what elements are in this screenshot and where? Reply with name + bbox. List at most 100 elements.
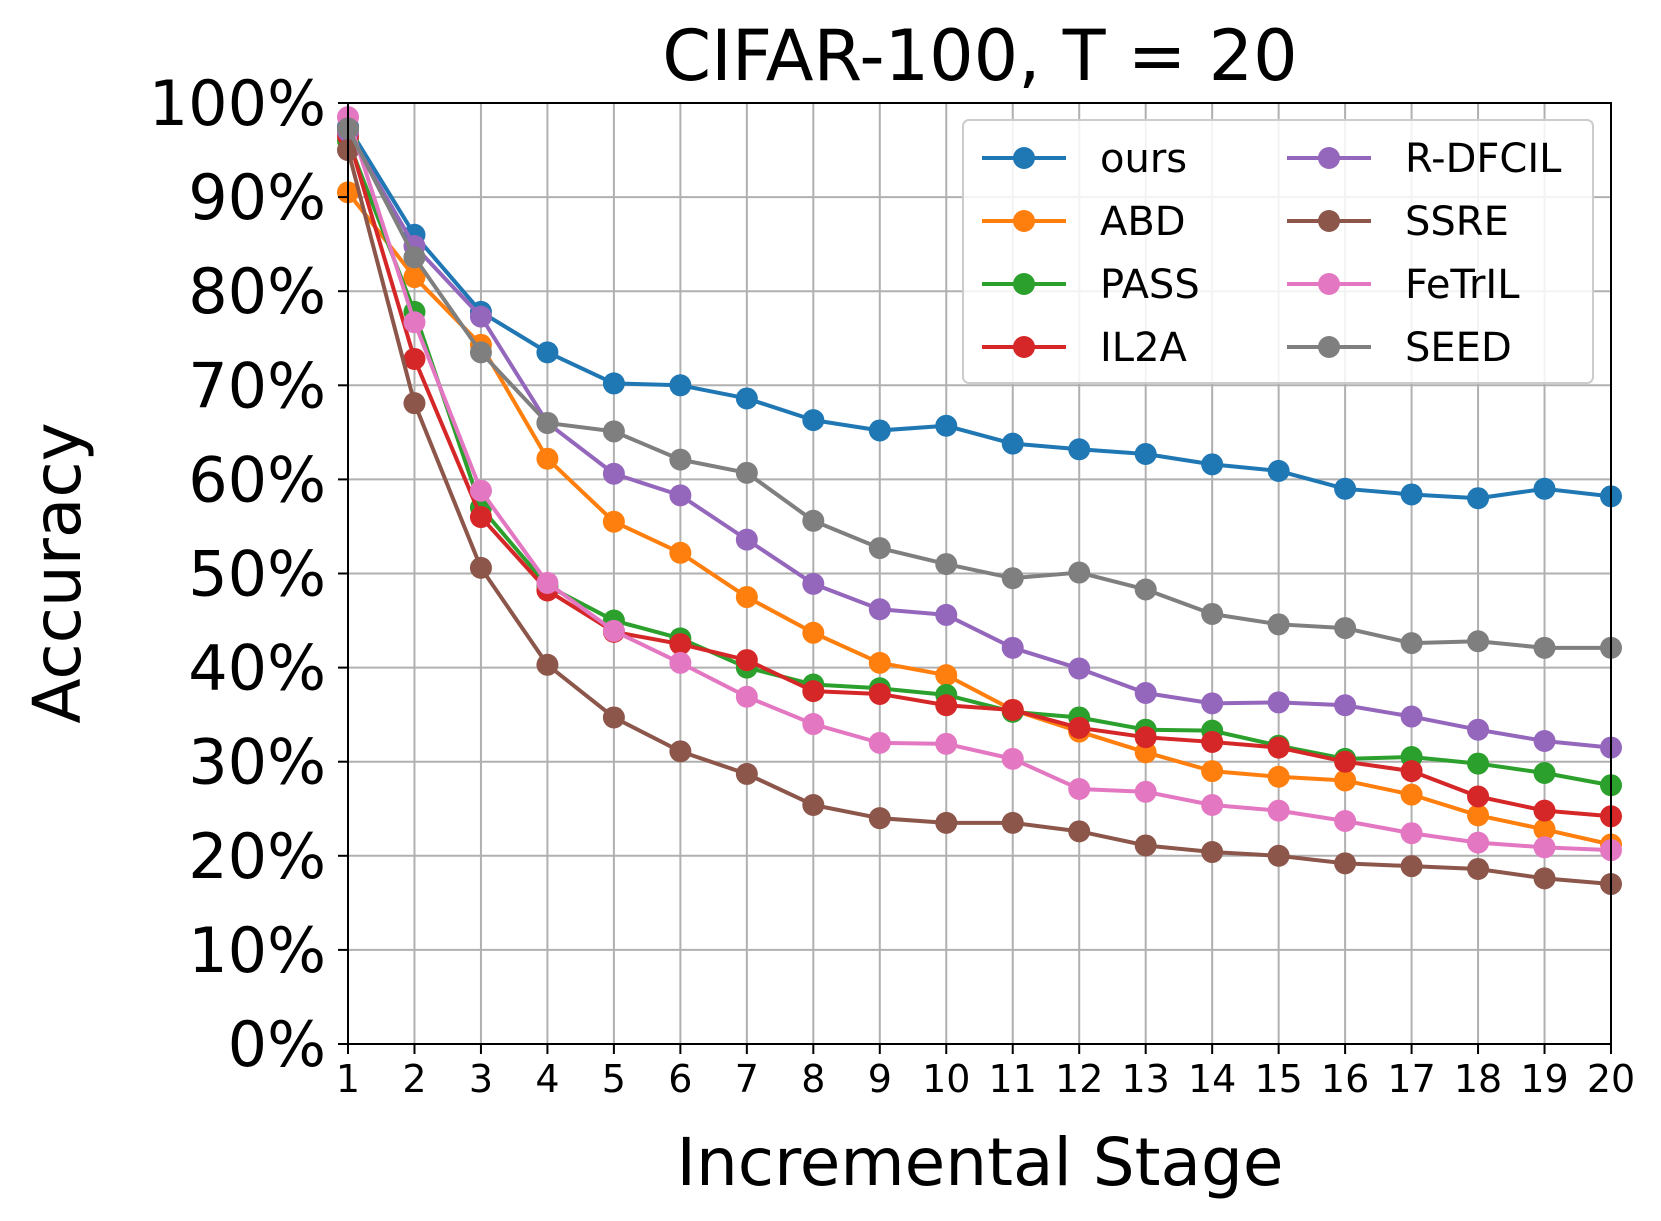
y-tick-label: 80%: [188, 255, 326, 328]
data-point-il2a: [735, 649, 758, 672]
data-point-abd: [735, 586, 758, 609]
x-tick-label: 3: [469, 1057, 493, 1101]
data-point-ssre: [669, 740, 692, 763]
data-point-r-dfcil: [802, 572, 825, 595]
data-point-seed: [802, 509, 825, 532]
data-point-seed: [469, 341, 492, 364]
data-point-il2a: [1267, 736, 1290, 759]
y-tick-label: 90%: [188, 161, 326, 234]
y-axis-ticks: 0% 10% 20% 30% 40% 50% 60% 70% 80% 90% 100%: [149, 67, 348, 1081]
series-line-ours: [346, 125, 1612, 501]
data-point-ssre: [1400, 855, 1423, 878]
data-point-fetril: [1467, 831, 1490, 854]
data-point-seed: [602, 420, 625, 443]
data-point-abd: [1134, 741, 1157, 764]
data-point-abd: [403, 266, 426, 289]
legend-label: SEED: [1405, 325, 1512, 371]
y-tick-label: 20%: [188, 820, 326, 893]
series-line-il2a: [346, 135, 1612, 819]
data-point-ours: [602, 372, 625, 395]
data-point-ours: [1201, 453, 1224, 476]
data-point-ssre: [1467, 857, 1490, 880]
data-point-fetril: [1533, 836, 1556, 859]
legend: ours ABD PASS IL2A R-DFCIL SSRE FeTrIL SEED: [962, 119, 1594, 384]
data-point-ssre: [602, 706, 625, 729]
x-tick-label: 14: [1188, 1057, 1236, 1101]
data-point-pass: [1533, 761, 1556, 784]
data-point-r-dfcil: [1134, 682, 1157, 705]
data-point-abd: [868, 651, 891, 674]
series-line-r-dfcil: [346, 130, 1612, 750]
data-point-fetril: [1201, 793, 1224, 816]
x-tick-label: 10: [922, 1057, 970, 1101]
x-tick-label: 8: [801, 1057, 825, 1101]
data-point-r-dfcil: [1334, 694, 1357, 717]
data-point-r-dfcil: [669, 484, 692, 507]
legend-swatch-marker: [1318, 147, 1340, 169]
data-point-abd: [1201, 760, 1224, 783]
data-point-ours: [536, 341, 559, 364]
data-point-ours: [1134, 442, 1157, 465]
x-axis-label: Incremental Stage: [677, 1124, 1284, 1201]
data-point-seed: [1068, 561, 1091, 584]
data-point-ssre: [1267, 844, 1290, 867]
series-ssre: [337, 139, 1622, 896]
data-point-abd: [1467, 804, 1490, 827]
data-point-ssre: [1201, 841, 1224, 864]
y-tick-label: 60%: [188, 443, 326, 516]
data-point-ssre: [1134, 834, 1157, 857]
data-point-ssre: [735, 762, 758, 785]
x-tick-label: 19: [1520, 1057, 1568, 1101]
data-point-seed: [735, 461, 758, 484]
series-line-fetril: [346, 116, 1612, 853]
legend-swatch-marker: [1318, 336, 1340, 358]
legend-entry-r-dfcil: R-DFCIL: [1287, 136, 1562, 182]
data-point-ssre: [1068, 820, 1091, 843]
data-point-il2a: [403, 347, 426, 370]
data-point-ssre: [802, 793, 825, 816]
legend-swatch-marker: [1318, 273, 1340, 295]
x-tick-label: 16: [1321, 1057, 1369, 1101]
data-point-r-dfcil: [735, 528, 758, 551]
legend-swatch-marker: [1318, 210, 1340, 232]
data-point-abd: [1533, 818, 1556, 841]
data-point-il2a: [935, 694, 958, 717]
series-line-seed: [346, 127, 1611, 650]
data-point-r-dfcil: [868, 598, 891, 621]
data-point-ours: [1533, 477, 1556, 500]
data-point-il2a: [1467, 785, 1490, 808]
data-point-ours: [802, 409, 825, 432]
data-point-fetril: [469, 479, 492, 502]
y-tick-label: 100%: [149, 67, 326, 140]
legend-entry-seed: SEED: [1287, 325, 1512, 371]
data-point-fetril: [669, 651, 692, 674]
data-point-fetril: [1068, 777, 1091, 800]
legend-entry-abd: ABD: [982, 199, 1186, 245]
data-point-seed: [1533, 636, 1556, 659]
y-tick-label: 10%: [188, 914, 326, 987]
legend-swatch-marker: [1013, 210, 1035, 232]
data-point-r-dfcil: [1467, 718, 1490, 741]
x-axis-ticks: 1 2 3 4 5 6 7 8 9 10 11 12 13 14 15 16 17 18 19 20: [336, 1044, 1635, 1101]
data-point-fetril: [1134, 780, 1157, 803]
data-point-ssre: [1533, 867, 1556, 890]
y-tick-label: 30%: [188, 726, 326, 799]
data-point-fetril: [1400, 822, 1423, 845]
data-point-il2a: [802, 680, 825, 703]
x-tick-label: 20: [1587, 1057, 1635, 1101]
data-point-abd: [1400, 783, 1423, 806]
data-point-r-dfcil: [1201, 692, 1224, 715]
data-point-r-dfcil: [469, 305, 492, 328]
x-tick-label: 6: [668, 1057, 692, 1101]
legend-entry-il2a: IL2A: [982, 325, 1188, 371]
data-point-seed: [1467, 630, 1490, 653]
x-tick-label: 18: [1454, 1057, 1502, 1101]
series-line-abd: [346, 191, 1612, 847]
data-point-ssre: [935, 811, 958, 834]
data-point-seed: [1400, 632, 1423, 655]
legend-swatch-marker: [1013, 336, 1035, 358]
data-point-fetril: [802, 713, 825, 736]
legend-label: IL2A: [1100, 325, 1188, 371]
data-point-fetril: [403, 311, 426, 334]
data-point-il2a: [1134, 726, 1157, 749]
